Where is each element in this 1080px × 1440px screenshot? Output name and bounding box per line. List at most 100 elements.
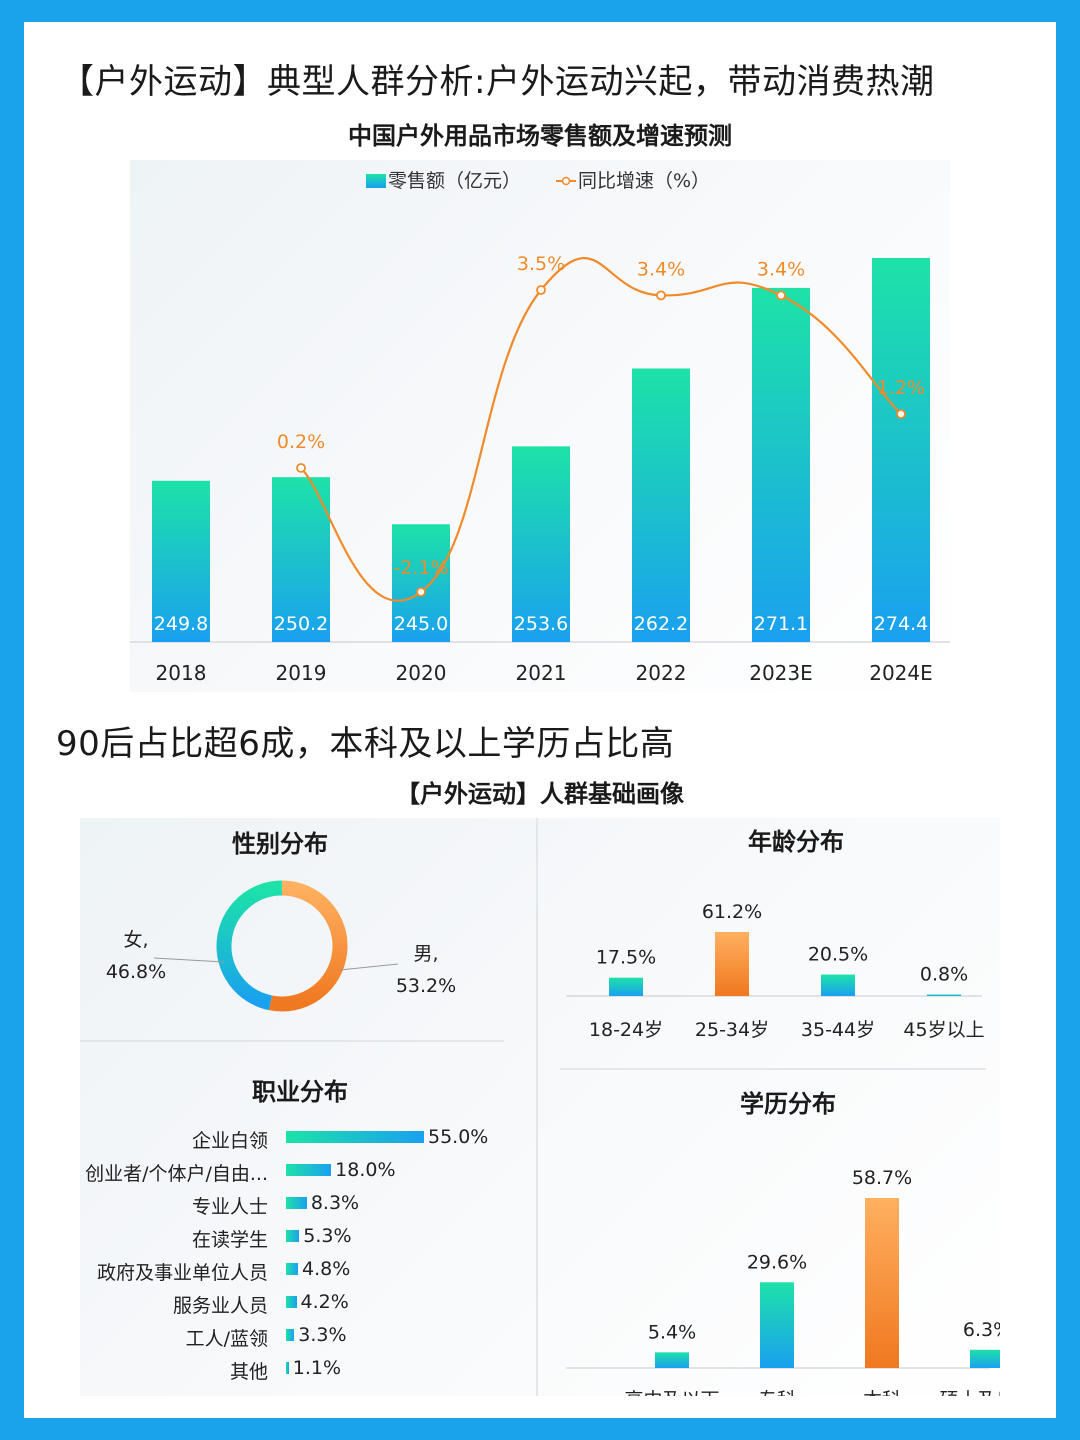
bar (286, 1329, 295, 1341)
bar (286, 1197, 307, 1209)
pie-category-label: 男, (413, 943, 438, 965)
x-tick-label: 2024E (869, 661, 933, 685)
divider-left (80, 1040, 504, 1042)
bar (927, 994, 961, 996)
occupation-row: 政府及事业单位人员 4.8% (80, 1256, 520, 1286)
x-tick-label: 2022 (636, 661, 687, 685)
x-tick-label: 2018 (156, 661, 207, 685)
bar-category-label: 服务业人员 (172, 1295, 268, 1317)
growth-point (776, 290, 786, 301)
bar-value-label: 245.0 (394, 613, 448, 635)
growth-point (416, 587, 426, 597)
gender-chart: 女, 46.8% 男, 53.2% (106, 880, 456, 1012)
bar-value-label: 17.5% (596, 947, 656, 969)
bar (286, 1131, 424, 1143)
occupation-row: 在读学生 5.3% (80, 1223, 520, 1253)
occupation-row: 其他 1.1% (80, 1355, 520, 1385)
x-tick-label: 2023E (749, 661, 813, 685)
bar (286, 1164, 332, 1176)
bar-value-label: 3.3% (298, 1324, 347, 1346)
bar-value-label: 262.2 (634, 613, 688, 635)
bar (286, 1362, 289, 1374)
x-tick-label: 硕士及以上 (939, 1389, 1000, 1396)
bar (392, 524, 450, 642)
leader-line (153, 957, 225, 963)
bar-value-label: 55.0% (428, 1126, 489, 1148)
growth-label: 3.4% (757, 258, 805, 280)
occupation-row: 专业人士 8.3% (80, 1190, 520, 1220)
bar (752, 287, 810, 642)
bar-value-label: 61.2% (702, 901, 762, 923)
bar (272, 477, 330, 642)
page-frame: 【户外运动】典型人群分析:户外运动兴起，带动消费热潮 中国户外用品市场零售额及增… (24, 22, 1056, 1418)
occupation-chart: 企业白领 55.0% 创业者/个体户/自由... 18.0% 专业人士 8.3% 在读学生 5… (80, 1124, 520, 1394)
bar (286, 1263, 299, 1275)
bar-value-label: 0.8% (920, 964, 968, 986)
gender-title: 性别分布 (232, 830, 328, 858)
market-chart-panel: 零售额（亿元） 同比增速（%） 249.8 2018 250.2 2019 245.0 202… (130, 160, 950, 692)
bar (821, 974, 855, 996)
bar (865, 1198, 899, 1368)
bar-value-label: 58.7% (852, 1167, 912, 1189)
x-tick-label: 18-24岁 (589, 1019, 663, 1041)
divider-vertical (536, 818, 538, 1396)
education-chart: 5.4% 高中及以下 29.6% 专科 58.7% 本科 6.3% 硕士及以上 (566, 1167, 1000, 1396)
bar-value-label: 4.8% (302, 1258, 351, 1280)
bar-category-label: 在读学生 (191, 1229, 268, 1251)
x-tick-label: 25-34岁 (695, 1019, 769, 1041)
x-tick-label: 2021 (516, 661, 567, 685)
pie-category-label: 女, (123, 929, 148, 951)
bar-value-label: 249.8 (154, 613, 208, 635)
bar (609, 977, 643, 996)
section2-title: 90后占比超6成，本科及以上学历占比高 (56, 724, 675, 764)
x-tick-label: 35-44岁 (801, 1019, 875, 1041)
bar-value-label: 250.2 (274, 613, 328, 635)
bar-value-label: 253.6 (514, 613, 568, 635)
growth-label: -2.1% (393, 557, 448, 579)
portrait-panel: 性别分布 女, 46.8% 男, 53.2% 年龄分布 17.5% 18-24岁 61.2… (80, 818, 1000, 1396)
age-title: 年龄分布 (748, 828, 844, 856)
x-tick-label: 45岁以上 (903, 1019, 984, 1041)
market-chart: 零售额（亿元） 同比增速（%） 249.8 2018 250.2 2019 245.0 202… (130, 170, 950, 685)
bar-value-label: 18.0% (335, 1159, 396, 1181)
legend-line-label: 同比增速（%） (578, 170, 710, 192)
growth-label: 0.2% (277, 431, 325, 453)
growth-point (536, 285, 546, 295)
bar (655, 1352, 689, 1368)
portrait-title: 【户外运动】人群基础画像 (396, 780, 684, 808)
legend-bar-label: 零售额（亿元） (388, 170, 521, 192)
bar-value-label: 1.1% (292, 1357, 342, 1379)
growth-line (300, 257, 902, 602)
bar (760, 1282, 794, 1368)
bar (970, 1349, 1000, 1368)
bar-value-label: 4.2% (300, 1291, 349, 1313)
growth-point (656, 290, 666, 301)
market-chart-title: 中国户外用品市场零售额及增速预测 (348, 122, 732, 150)
growth-point (296, 463, 306, 473)
bar-value-label: 20.5% (808, 944, 868, 966)
bar (286, 1230, 300, 1242)
bar-value-label: 5.3% (303, 1225, 352, 1247)
bar-value-label: 6.3% (963, 1319, 1000, 1341)
divider-right (560, 1068, 986, 1070)
pie-slice-male (268, 880, 348, 1012)
bar-value-label: 271.1 (754, 613, 808, 635)
bar-value-label: 274.4 (874, 613, 928, 635)
growth-label: 3.4% (637, 258, 685, 280)
education-title: 学历分布 (740, 1090, 836, 1118)
x-tick-label: 高中及以下 (624, 1389, 719, 1396)
bar-category-label: 创业者/个体户/自由... (85, 1163, 268, 1185)
bar (286, 1296, 297, 1308)
bar (632, 368, 690, 642)
growth-point (896, 409, 906, 419)
bar (152, 480, 210, 642)
bar-category-label: 政府及事业单位人员 (96, 1262, 268, 1284)
bar-category-label: 专业人士 (191, 1196, 268, 1218)
occupation-row: 企业白领 55.0% (80, 1124, 520, 1154)
pie-value-label: 53.2% (396, 975, 456, 997)
growth-label: 1.2% (877, 377, 925, 399)
bar-value-label: 8.3% (310, 1192, 360, 1214)
growth-label: 3.5% (517, 253, 565, 275)
x-tick-label: 2020 (396, 661, 447, 685)
x-tick-label: 本科 (863, 1389, 901, 1396)
